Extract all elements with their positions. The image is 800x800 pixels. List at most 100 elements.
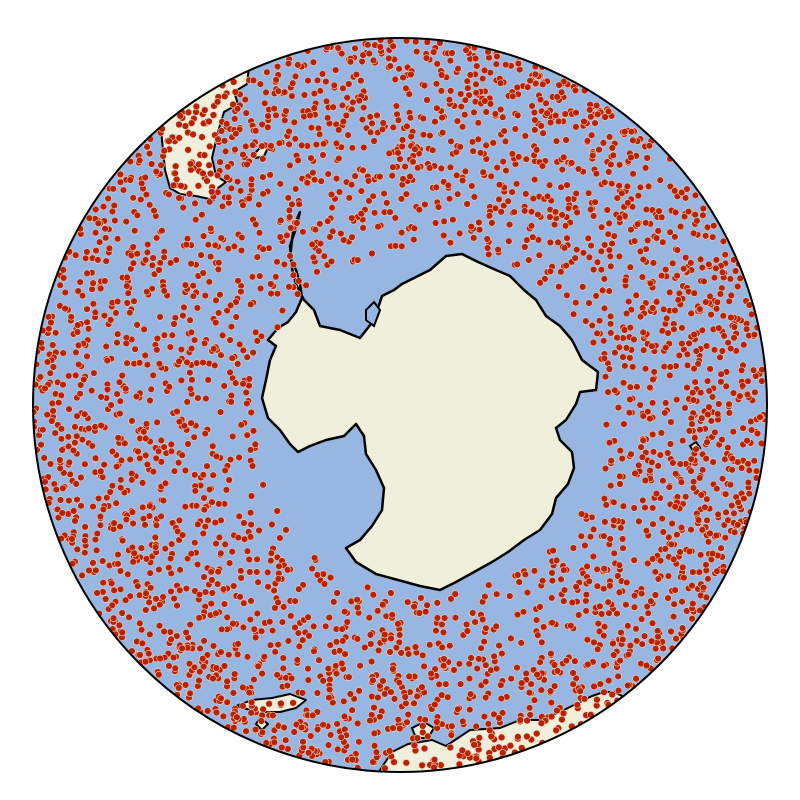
- scatter-point: [610, 498, 618, 506]
- scatter-point: [171, 314, 180, 322]
- scatter-point: [513, 83, 521, 92]
- scatter-point: [582, 607, 590, 615]
- scatter-point: [90, 369, 98, 377]
- scatter-point: [624, 297, 633, 306]
- scatter-point: [662, 314, 671, 323]
- scatter-point: [190, 336, 199, 344]
- scatter-point: [620, 326, 629, 334]
- scatter-point: [586, 532, 595, 541]
- scatter-point: [121, 439, 129, 448]
- scatter-point: [523, 588, 532, 597]
- scatter-point: [537, 122, 545, 130]
- scatter-point: [391, 214, 399, 222]
- scatter-point: [147, 584, 155, 592]
- scatter-point: [243, 353, 251, 361]
- scatter-point: [630, 603, 639, 611]
- scatter-point: [500, 127, 508, 135]
- scatter-point: [186, 620, 194, 629]
- scatter-point: [143, 361, 152, 369]
- scatter-point: [115, 621, 124, 629]
- scatter-point: [277, 216, 285, 225]
- scatter-point: [648, 342, 656, 350]
- scatter-point: [49, 407, 57, 415]
- scatter-point: [332, 638, 341, 646]
- scatter-point: [432, 80, 441, 88]
- scatter-point: [563, 291, 571, 299]
- scatter-point: [394, 620, 402, 628]
- scatter-point: [626, 641, 634, 650]
- scatter-point: [276, 233, 284, 241]
- scatter-point: [394, 149, 402, 157]
- scatter-point: [448, 722, 456, 730]
- scatter-point: [389, 163, 397, 171]
- scatter-point: [123, 299, 131, 307]
- scatter-point: [327, 257, 336, 266]
- scatter-point: [454, 705, 462, 713]
- scatter-point: [214, 567, 222, 576]
- scatter-point: [357, 210, 365, 218]
- scatter-point: [245, 555, 253, 564]
- scatter-point: [415, 206, 423, 214]
- scatter-point: [266, 171, 274, 179]
- scatter-point: [217, 625, 226, 633]
- scatter-point: [661, 265, 670, 274]
- scatter-point: [194, 182, 203, 190]
- scatter-point: [156, 654, 164, 663]
- scatter-point: [234, 277, 242, 285]
- scatter-point: [547, 712, 556, 721]
- scatter-point: [600, 622, 609, 631]
- scatter-point: [144, 240, 152, 249]
- scatter-point: [639, 255, 647, 264]
- scatter-point: [392, 102, 401, 110]
- scatter-point: [706, 365, 714, 373]
- scatter-point: [646, 279, 655, 287]
- scatter-point: [245, 375, 254, 383]
- scatter-point: [256, 80, 265, 88]
- scatter-point: [126, 455, 134, 464]
- scatter-point: [705, 403, 713, 411]
- scatter-point: [703, 438, 711, 446]
- scatter-point: [284, 745, 292, 753]
- scatter-point: [471, 618, 479, 626]
- scatter-point: [273, 290, 282, 298]
- scatter-point: [583, 562, 591, 571]
- scatter-point: [514, 733, 522, 741]
- scatter-point: [91, 205, 100, 214]
- scatter-point: [715, 400, 723, 408]
- scatter-point: [309, 58, 318, 66]
- scatter-point: [354, 256, 362, 264]
- scatter-point: [482, 661, 490, 669]
- scatter-point: [161, 544, 170, 553]
- scatter-point: [329, 698, 337, 707]
- scatter-point: [583, 635, 592, 644]
- scatter-point: [218, 202, 227, 211]
- scatter-point: [141, 173, 149, 182]
- scatter-point: [212, 296, 220, 304]
- scatter-point: [627, 226, 635, 234]
- scatter-point: [36, 373, 45, 381]
- scatter-point: [647, 637, 656, 645]
- scatter-point: [270, 738, 279, 746]
- scatter-point: [199, 529, 208, 538]
- scatter-point: [253, 253, 261, 261]
- scatter-point: [568, 598, 576, 607]
- scatter-point: [410, 741, 419, 750]
- scatter-point: [468, 182, 476, 190]
- scatter-point: [373, 111, 381, 120]
- scatter-point: [234, 640, 242, 648]
- scatter-point: [722, 508, 730, 517]
- scatter-point: [348, 755, 356, 764]
- scatter-point: [396, 631, 404, 639]
- scatter-point: [527, 222, 536, 230]
- scatter-point: [685, 339, 693, 348]
- scatter-point: [117, 476, 125, 484]
- scatter-point: [155, 360, 164, 368]
- scatter-point: [287, 612, 295, 620]
- scatter-point: [157, 436, 166, 445]
- scatter-point: [370, 703, 378, 712]
- scatter-point: [615, 588, 624, 597]
- scatter-point: [639, 328, 647, 337]
- scatter-point: [713, 298, 722, 306]
- scatter-point: [271, 604, 279, 612]
- scatter-point: [601, 464, 610, 473]
